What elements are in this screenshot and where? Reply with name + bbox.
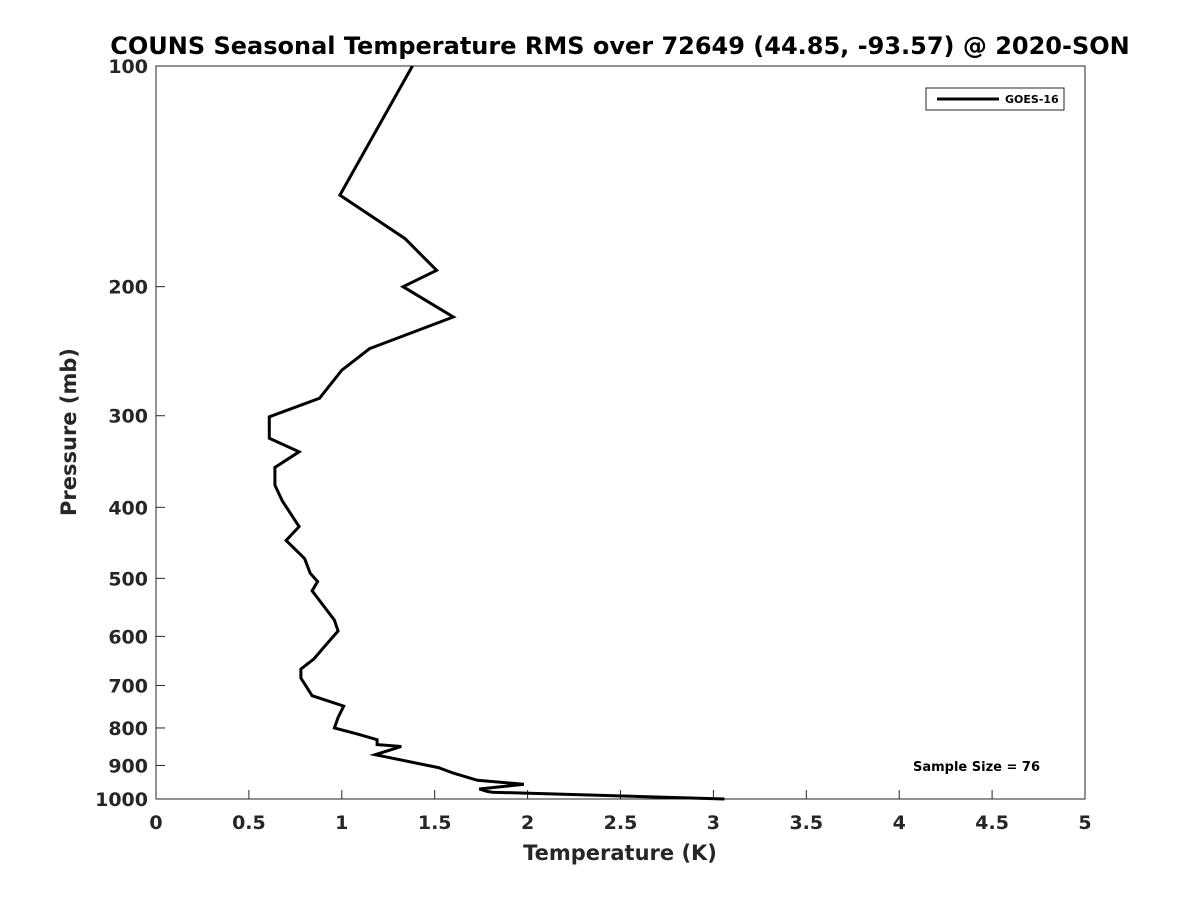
legend: GOES-16 [925,87,1065,111]
y-tick-label: 500 [108,568,148,590]
x-tick-label: 1.5 [418,812,452,834]
series-line-goes-16 [267,65,725,801]
y-tick-label: 700 [108,675,148,697]
x-tick-label: 1 [335,812,348,834]
chart-title: COUNS Seasonal Temperature RMS over 7264… [110,32,1130,60]
x-axis-ticks: 0 0.5 1 1.5 2 2.5 3 3.5 4 4.5 5 [149,790,1092,834]
x-tick-label: 5 [1078,812,1091,834]
y-tick-label: 400 [108,497,148,519]
series-layer [267,65,725,801]
sample-size-annotation: Sample Size = 76 [913,760,1040,775]
x-tick-label: 0.5 [232,812,266,834]
x-tick-label: 4 [893,812,906,834]
x-axis-label: Temperature (K) [523,841,717,865]
y-tick-label: 300 [108,406,148,428]
y-tick-label: 100 [108,56,148,78]
y-tick-label: 800 [108,718,148,740]
x-tick-label: 0 [149,812,162,834]
legend-label-goes-16: GOES-16 [1005,93,1059,106]
x-tick-label: 4.5 [975,812,1009,834]
y-tick-label: 1000 [95,789,148,811]
x-tick-label: 3 [707,812,720,834]
y-axis-ticks: 100 200 300 400 500 600 700 800 900 1000 [95,56,165,811]
x-tick-label: 2.5 [604,812,638,834]
x-tick-label: 3.5 [789,812,823,834]
y-tick-label: 200 [108,277,148,299]
y-tick-label: 600 [108,626,148,648]
y-axis-label: Pressure (mb) [57,348,81,516]
y-tick-label: 900 [108,755,148,777]
x-tick-label: 2 [521,812,534,834]
